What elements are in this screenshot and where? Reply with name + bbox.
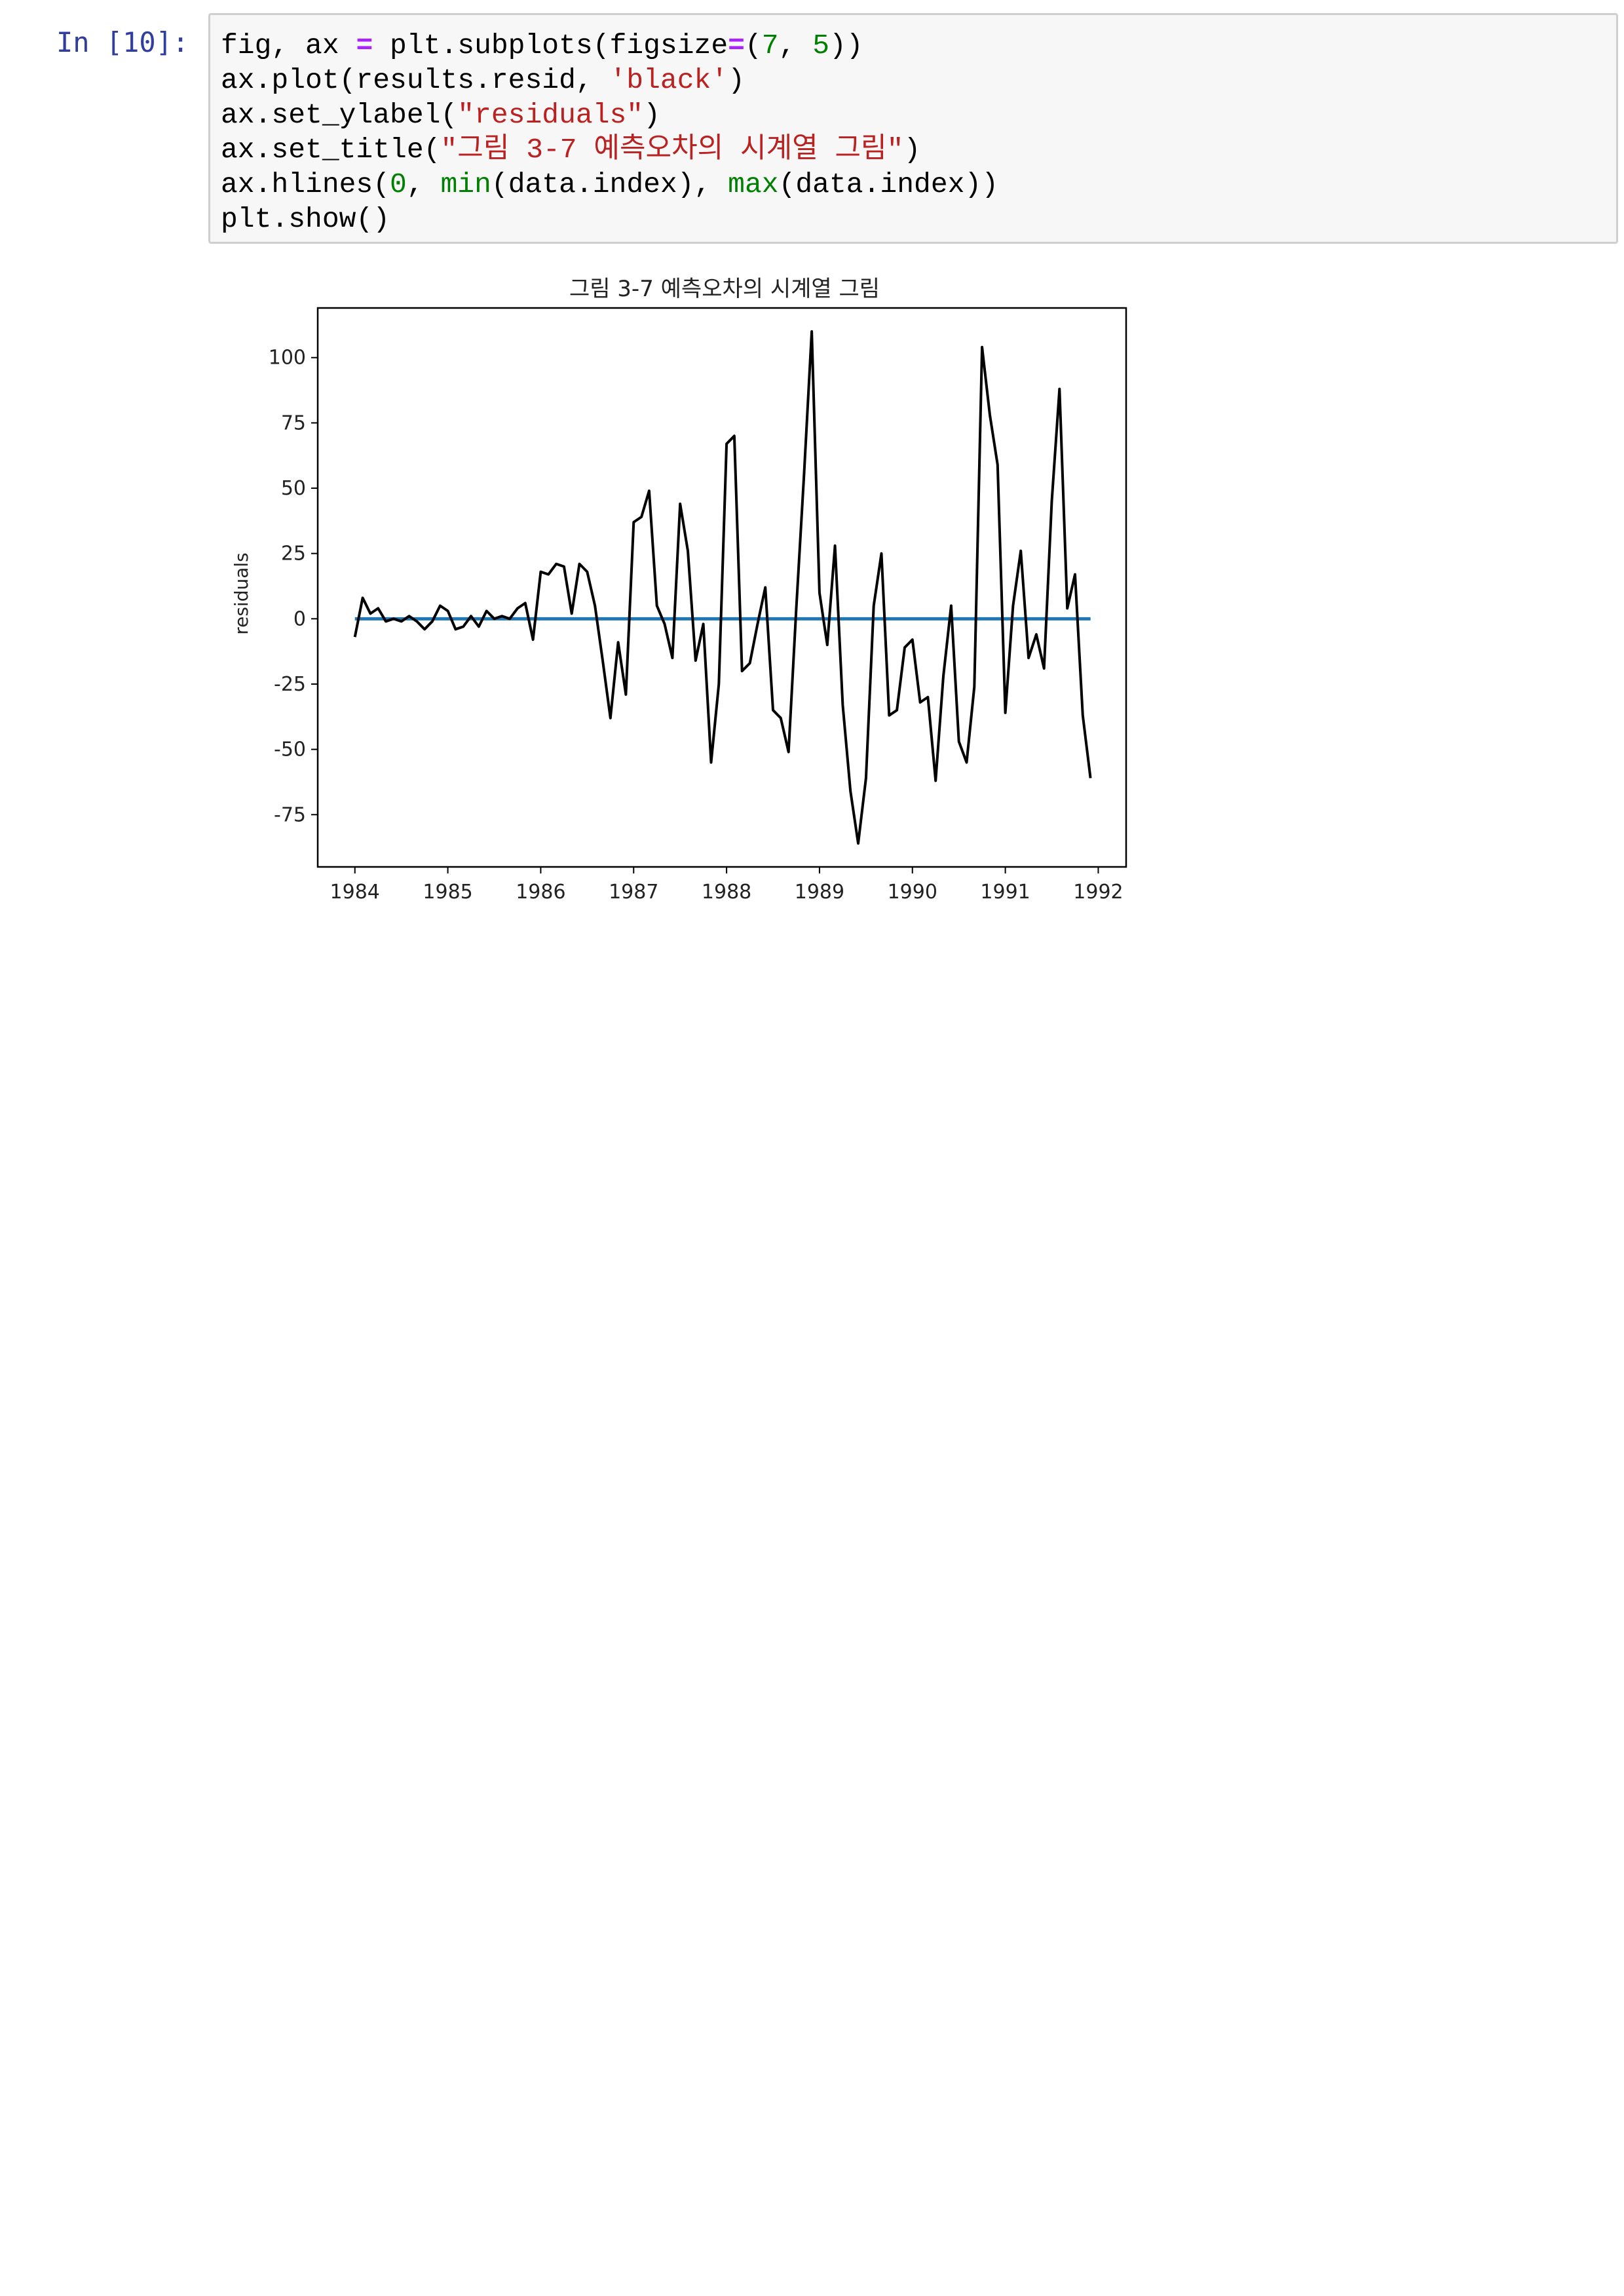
x-tick-label: 1990 <box>888 881 937 904</box>
code-editor[interactable]: fig, ax = plt.subplots(figsize=(7, 5)) a… <box>208 13 1618 244</box>
x-tick-label: 1984 <box>330 881 380 904</box>
x-tick-label: 1985 <box>423 881 472 904</box>
y-tick-label: 75 <box>281 411 306 434</box>
plot-frame <box>316 307 1127 868</box>
x-tick-label: 1991 <box>980 881 1030 904</box>
y-tick-label: 25 <box>281 543 306 565</box>
y-ticks: -75 -50 -25 0 25 50 75 100 <box>269 347 318 826</box>
y-tick-label: 0 <box>293 607 306 630</box>
residuals-line-chart: 그림 3-7 예측오차의 시계열 그림 residuals -75 -50 -25 0… <box>231 276 1127 904</box>
y-tick-label: 100 <box>269 347 306 370</box>
code-text: fig, ax = plt.subplots(figsize=(7, 5)) a… <box>221 28 998 237</box>
code-line-4: ax.set_title("그림 3-7 예측오차의 시계열 그림") <box>221 134 921 166</box>
y-tick-label: -50 <box>274 738 306 761</box>
y-axis-label: residuals <box>231 552 252 635</box>
code-line-2: ax.plot(results.resid, 'black') <box>221 64 745 96</box>
x-tick-label: 1989 <box>795 881 844 904</box>
y-tick-label: -25 <box>274 673 306 696</box>
code-line-6: plt.show() <box>221 203 390 235</box>
code-line-5: ax.hlines(0, min(data.index), max(data.i… <box>221 168 999 201</box>
code-line-3: ax.set_ylabel("residuals") <box>221 99 660 131</box>
residuals-series-line <box>353 330 1092 845</box>
cell-prompt: In [10]: <box>56 26 189 58</box>
y-tick-label: 50 <box>281 477 306 500</box>
x-tick-label: 1987 <box>609 881 658 904</box>
x-ticks: 1984 1985 1986 1987 1988 1989 1990 1991 1992 <box>330 867 1124 904</box>
chart-title: 그림 3-7 예측오차의 시계열 그림 <box>569 276 880 302</box>
x-tick-label: 1986 <box>516 881 565 904</box>
code-line-1: fig, ax = plt.subplots(figsize=(7, 5)) <box>221 29 863 62</box>
x-tick-label: 1992 <box>1073 881 1123 904</box>
x-tick-label: 1988 <box>702 881 751 904</box>
y-tick-label: -75 <box>274 803 306 826</box>
output-chart: 그림 3-7 예측오차의 시계열 그림 residuals -75 -50 -25 0… <box>216 262 1146 917</box>
